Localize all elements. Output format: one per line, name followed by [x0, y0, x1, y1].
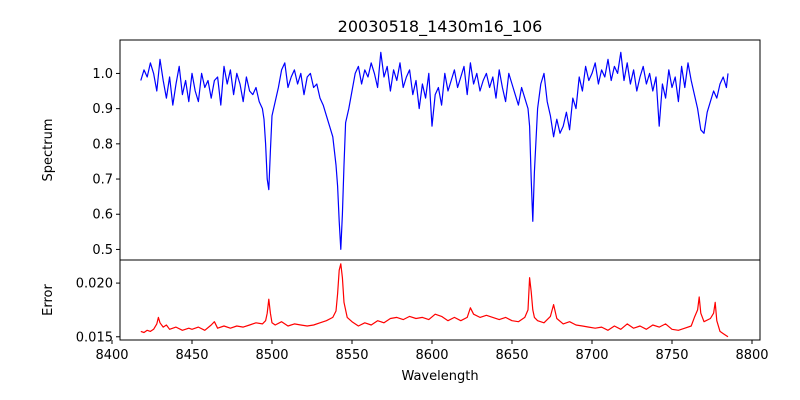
x-tick-label: 8650: [495, 348, 528, 363]
y-tick-label: 0.8: [92, 137, 113, 152]
y-axis-label: Error: [41, 284, 56, 316]
x-tick-label: 8600: [415, 348, 448, 363]
y-tick-label: 0.015: [76, 330, 113, 345]
y-tick-label: 0.020: [76, 277, 113, 292]
chart-title: 20030518_1430m16_106: [338, 17, 543, 37]
error-panel: 0.015 0.020 Error: [41, 259, 761, 345]
x-tick-label: 8800: [735, 348, 768, 363]
x-tick-label: 8450: [175, 348, 208, 363]
y-tick-label: 0.6: [92, 208, 113, 223]
x-axis: 8400 8450 8500 8550 8600 8650 8700 8750 8800: [95, 340, 769, 363]
spectrum-panel: 0.5 0.6 0.7 0.8 0.9 1.0 Spectrum: [41, 39, 761, 261]
x-tick-label: 8400: [95, 348, 128, 363]
x-axis-label: Wavelength: [401, 369, 478, 384]
series-line-0-0: [140, 51, 729, 250]
panel-frame: [119, 259, 761, 341]
x-tick-label: 8500: [255, 348, 288, 363]
y-tick-label: 0.5: [92, 243, 113, 258]
y-tick-label: 1.0: [92, 67, 113, 82]
x-tick-label: 8750: [655, 348, 688, 363]
series-line-1-0: [140, 263, 729, 338]
panel-frame: [119, 39, 761, 261]
x-tick-label: 8550: [335, 348, 368, 363]
y-axis-label: Spectrum: [41, 119, 56, 182]
y-tick-label: 0.7: [92, 173, 113, 188]
y-tick-label: 0.9: [92, 102, 113, 117]
x-tick-label: 8700: [575, 348, 608, 363]
